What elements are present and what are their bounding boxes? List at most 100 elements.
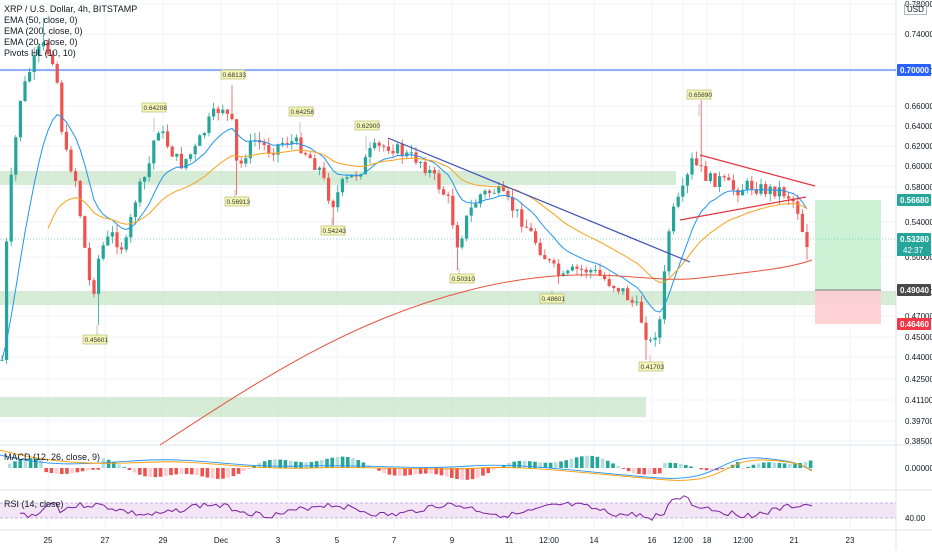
candle-88: [405, 150, 408, 159]
macd-bar-50: [268, 460, 272, 468]
rsi-tick: 40.00: [905, 514, 926, 523]
price-tag-last: 0.53280: [897, 233, 931, 245]
time-tick-5: 5: [335, 536, 340, 545]
svg-text:0.46460: 0.46460: [900, 320, 929, 329]
macd-bar-73: [388, 468, 392, 475]
svg-text:0.41703: 0.41703: [641, 364, 665, 371]
candle-18: [83, 215, 86, 248]
macd-bar-146: [767, 462, 771, 468]
macd-bar-25: [138, 468, 142, 475]
candle-49: [226, 109, 229, 121]
macd-bar-39: [211, 468, 215, 478]
macd-bar-127: [668, 463, 672, 468]
macd-bar-23: [128, 468, 132, 470]
time-tick-6: 7: [392, 536, 397, 545]
candle-97: [447, 192, 450, 204]
candle-131: [603, 272, 606, 281]
macd-bar-1: [13, 461, 17, 468]
candle-27: [125, 235, 128, 253]
macd-bar-129: [679, 464, 683, 468]
candle-105: [483, 189, 486, 199]
macd-bar-15: [86, 468, 90, 470]
macd-bar-92: [486, 468, 490, 473]
candle-3: [14, 135, 17, 181]
macd-bar-114: [601, 458, 605, 468]
candle-163: [750, 176, 753, 195]
candle-21: [97, 255, 100, 325]
macd-bar-14: [81, 468, 85, 471]
svg-text:0.56680: 0.56680: [900, 196, 929, 205]
time-tick-15: 21: [790, 536, 799, 545]
profit-zone: [815, 200, 881, 290]
candle-43: [198, 134, 201, 146]
candle-70: [322, 162, 325, 181]
svg-text:0.54243: 0.54243: [323, 228, 347, 235]
zone-middle: [0, 291, 896, 305]
legend-ema20: EMA (20, close, 0): [4, 37, 137, 48]
candle-96: [442, 186, 445, 195]
macd-bar-65: [346, 457, 350, 468]
candle-29: [134, 200, 137, 224]
macd-bar-24: [133, 468, 137, 473]
price-tag-stop: 0.46460: [897, 318, 931, 330]
candle-124: [571, 264, 574, 271]
candle-175: [805, 224, 808, 260]
price-tick-4: 0.64000: [905, 122, 932, 131]
macd-bar-88: [466, 468, 470, 480]
rsi-label: RSI (14, close): [4, 499, 64, 509]
price-tick-8: 0.54000: [905, 218, 932, 227]
macd-bar-41: [221, 468, 225, 479]
chart-legend: XRP / U.S. Dollar, 4h, BITSTAMP EMA (50,…: [4, 4, 137, 59]
candle-140: [644, 316, 647, 360]
candle-125: [575, 264, 578, 275]
macd-bar-10: [60, 468, 64, 474]
zone-upper: [0, 171, 676, 185]
macd-bar-19: [107, 460, 111, 468]
candle-22: [102, 242, 105, 261]
candle-57: [263, 139, 266, 151]
macd-bar-26: [143, 468, 147, 476]
macd-bar-151: [793, 464, 797, 468]
candle-170: [782, 186, 785, 199]
time-tick-10: 14: [590, 536, 599, 545]
candle-35: [161, 126, 164, 139]
macd-bar-137: [720, 468, 724, 469]
candle-164: [755, 182, 758, 195]
price-tick-17: 0.38500: [905, 437, 932, 446]
candle-59: [272, 148, 275, 161]
macd-bar-109: [575, 457, 579, 468]
macd-bar-55: [294, 462, 298, 468]
candle-66: [304, 152, 307, 156]
macd-bar-42: [226, 468, 230, 478]
candle-103: [474, 199, 477, 208]
candle-160: [736, 187, 739, 202]
candle-162: [746, 178, 749, 194]
candle-112: [516, 209, 519, 217]
candle-154: [709, 172, 712, 184]
candle-155: [713, 173, 716, 187]
svg-text:0.56913: 0.56913: [227, 199, 251, 206]
macd-bar-17: [96, 468, 100, 470]
candle-55: [253, 133, 256, 147]
pivot-label-5: 0.54243: [321, 218, 346, 235]
time-tick-14: 12:00: [733, 536, 754, 545]
candle-169: [778, 181, 781, 204]
macd-bar-105: [554, 462, 558, 468]
macd-bar-120: [632, 468, 636, 473]
macd-bar-56: [299, 462, 303, 468]
macd-bar-31: [169, 468, 173, 475]
currency-badge[interactable]: USD: [904, 4, 927, 15]
candle-143: [658, 316, 661, 344]
macd-bar-107: [564, 460, 568, 468]
macd-bar-130: [684, 465, 688, 468]
candle-42: [194, 143, 197, 160]
candle-45: [207, 113, 210, 137]
macd-bar-93: [492, 468, 496, 470]
candle-157: [723, 174, 726, 181]
svg-text:0.64258: 0.64258: [291, 109, 315, 116]
macd-bar-51: [273, 459, 277, 468]
macd-bar-67: [356, 460, 360, 468]
candle-117: [539, 238, 542, 256]
